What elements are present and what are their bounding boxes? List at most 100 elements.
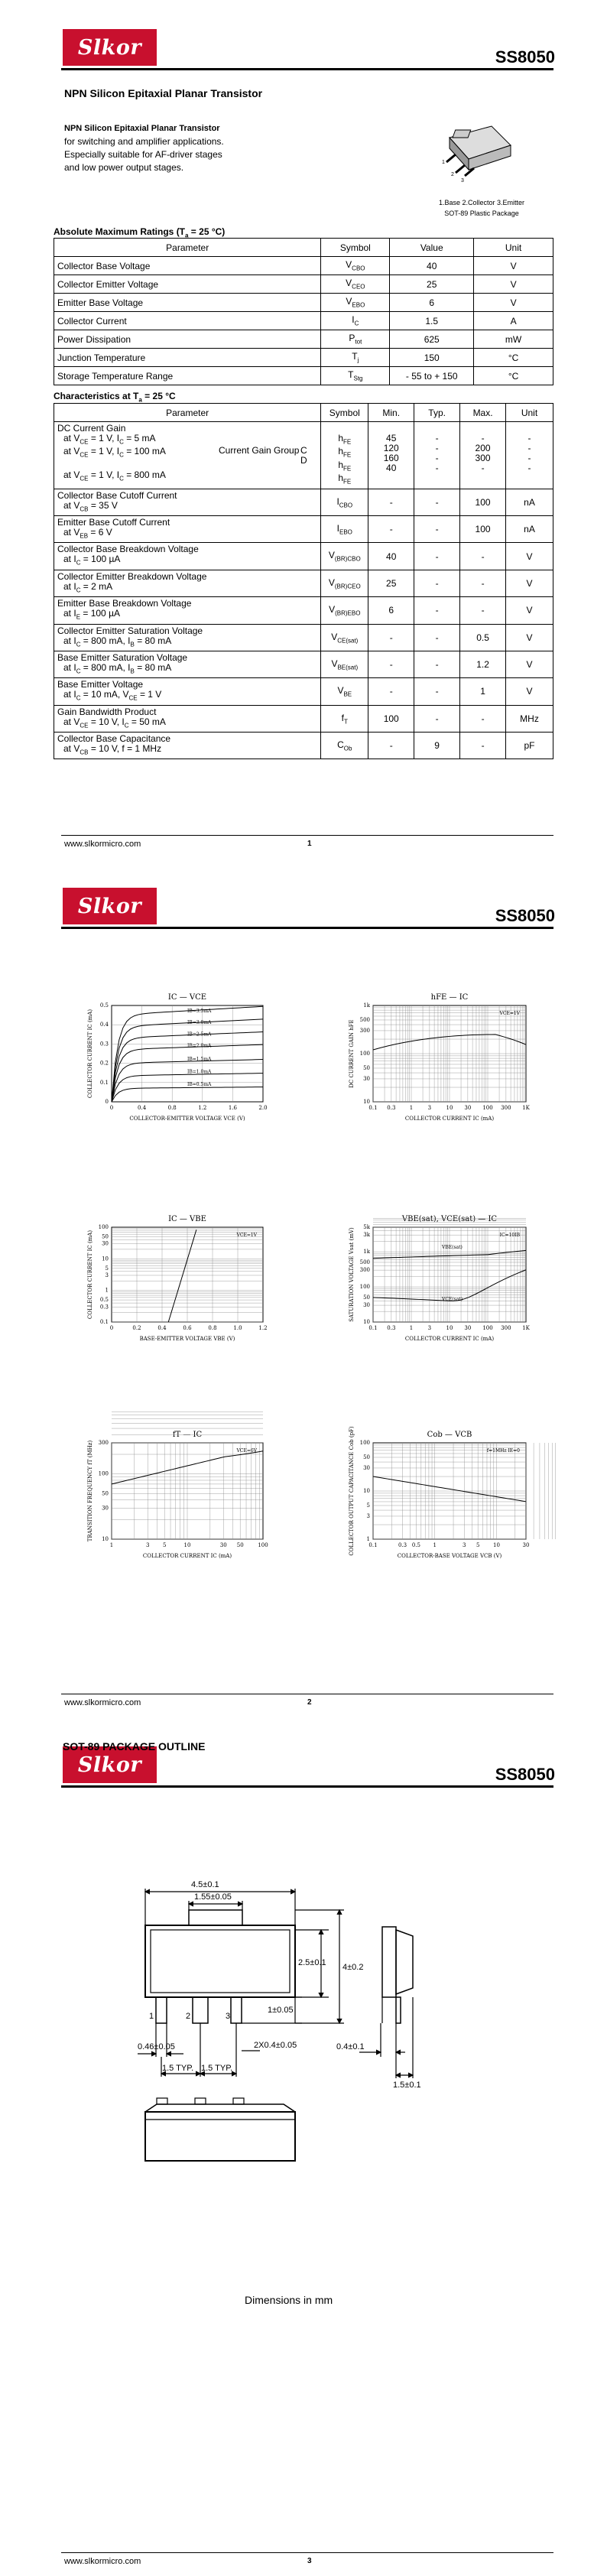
x-tick-label: 10 [446,1105,453,1111]
table-row: Storage Temperature Range TStg - 55 to +… [53,366,553,385]
unit-cell: V [473,256,553,275]
symbol-cell: VBE [320,677,369,706]
package-outline-heading: SOT-89 PACKAGE OUTLINE [63,1740,206,1753]
characteristics-table: Parameter Symbol Min. Typ. Max. Unit DC … [53,403,553,760]
param-cell: Collector Emitter Breakdown Voltage at IC… [53,569,322,598]
dim-lead-width: 0.46±0.05 [138,2042,175,2051]
cob-curve [372,1476,527,1502]
gain-condition: at VCE = 1 V, IC = 100 mA [63,446,166,459]
y-tick-label: 30 [363,1302,370,1308]
max-cell: - [459,704,507,733]
vbe-sat-label: VBE(sat) [441,1245,463,1250]
table-header: Unit [505,403,553,422]
curve-label: IB=3.5mA [187,1009,212,1014]
slkor-logo: Slkor [63,29,157,66]
x-tick-label: 1 [433,1542,437,1548]
symbol-cell: Ptot [320,330,391,349]
chart-cob_vcb: Cob — VCB 0.1 0.3 0.5 1 3 5 10 30 1 3 5 10 30 50 100 COL… [349,1426,556,1559]
y-tick-label: 5 [105,1265,109,1272]
dim-lead-height: 1±0.05 [268,2006,294,2015]
y-tick-label: 1k [363,1249,370,1255]
min-cell: - [368,677,415,706]
param-cell: Collector Base Capacitance at VCB = 10 V,… [53,732,322,760]
y-tick-label: 100 [360,1440,370,1446]
x-tick-label: 2.0 [258,1105,267,1111]
x-tick-label: 0.3 [387,1105,395,1111]
x-tick-label: 1.2 [198,1105,206,1111]
y-axis-label: COLLECTOR CURRENT IC (mA) [87,1230,93,1319]
x-tick-label: 1 [410,1325,413,1331]
logo-text: Slkor [77,1753,142,1777]
footer-website[interactable]: www.slkormicro.com [64,2557,141,2566]
value-cell: 1.5 [389,311,475,330]
table-row: Emitter Base Breakdown Voltage at IE = 10… [53,596,553,625]
x-axis-label: BASE-EMITTER VOLTAGE VBE (V) [140,1336,235,1342]
chart-hfe_ic: hFE — IC 0.1 0.3 1 3 10 30 100 300 1K 10 30 50 100 300… [349,993,531,1122]
footer-website[interactable]: www.slkormicro.com [64,840,141,849]
x-axis-label: COLLECTOR CURRENT IC (mA) [143,1553,232,1559]
max-cell: - [459,569,507,598]
value-cell: 150 [389,348,475,367]
y-tick-label: 300 [99,1440,109,1446]
condition-note: f=1MHz IE=0 [487,1448,520,1454]
chart-title: VBE(sat), VCE(sat) — IC [401,1215,498,1223]
y-tick-label: 50 [102,1233,109,1239]
package-drawing: 1 2 3 [442,125,511,184]
table-row: Emitter Base Cutoff Current at VEB = 6 V … [53,515,553,544]
x-tick-label: 300 [501,1105,511,1111]
x-tick-label: 0.3 [387,1325,395,1331]
symbol-cell: VCE(sat) [320,623,369,651]
table-header-row: Parameter Symbol Value Unit [53,238,553,257]
part-number: SS8050 [495,1765,555,1784]
value-cell: 40 [389,256,475,275]
unit-cell: nA [505,488,553,516]
x-tick-label: 300 [501,1325,511,1331]
ft-curve [111,1450,264,1485]
page-title: NPN Silicon Epitaxial Planar Transistor [64,87,263,99]
dimensions-caption: Dimensions in mm [245,2294,333,2306]
page-1: Slkor SS8050 NPN Silicon Epitaxial Plana… [0,0,607,859]
unit-cell: A [473,311,553,330]
chart-title: hFE — IC [431,993,469,1002]
table-header: Parameter [53,238,322,257]
package-name: SOT-89 Plastic Package [444,210,519,217]
chart-ic_vce: IC — VCE 0 0.4 0.8 1.2 1.6 2.0 0 0.1 0.2 0.3 0.4 0.5… [87,993,268,1122]
dim-pitch-b: 1.5 TYP. [201,2064,232,2073]
x-tick-label: 0.1 [368,1105,377,1111]
chart-title: Cob — VCB [427,1431,472,1439]
y-tick-label: 0.3 [100,1041,109,1047]
y-tick-label: 5 [367,1502,370,1509]
chart-ft_ic: fT — IC1 3 5 10 30 50 100103050100300COLLECTOR… [87,1411,268,1559]
y-tick-label: 0.5 [100,1002,109,1009]
table-row: Gain Bandwidth Product at VCE = 10 V, IC … [53,704,553,733]
dim-body-width: 4.5±0.1 [191,1880,219,1889]
value-cell: 625 [389,330,475,349]
footer-website[interactable]: www.slkormicro.com [64,1698,141,1707]
symbol-cell: TStg [320,366,391,385]
char-title: Characteristics at Ta = 25 °C [54,391,176,404]
table-header: Symbol [320,403,369,422]
typ-cell: - [414,515,461,544]
x-tick-label: 0.4 [157,1325,167,1331]
dim-side-thickness: 0.4±0.1 [336,2042,365,2051]
ib-curve [111,1005,264,1103]
symbol-cell: VCBO [320,256,391,275]
dim-side-width: 1.5±0.1 [393,2081,421,2090]
pin-2-label: 2 [186,2012,190,2021]
param-cell: Gain Bandwidth Product at VCE = 10 V, IC … [53,704,322,733]
x-axis-label: COLLECTOR-BASE VOLTAGE VCB (V) [398,1553,502,1559]
slkor-logo: Slkor [63,1746,157,1783]
vce-sat-curve [372,1269,527,1301]
x-tick-label: 100 [482,1105,492,1111]
pin-legend: 1.Base 2.Collector 3.Emitter [438,199,525,206]
y-tick-label: 0.2 [100,1061,109,1067]
y-tick-label: 50 [363,1454,370,1460]
intro-line: for switching and amplifier applications… [64,136,224,147]
min-cell: - [368,515,415,544]
ib-curve [111,1044,264,1103]
logo-text: Slkor [77,894,142,918]
dim-total-height: 4±0.2 [342,1963,363,1972]
typ-cell: - [414,623,461,651]
table-row: DC Current Gain at VCE = 1 V, IC = 5 mA at… [53,421,553,489]
typ-cell: - [414,488,461,516]
